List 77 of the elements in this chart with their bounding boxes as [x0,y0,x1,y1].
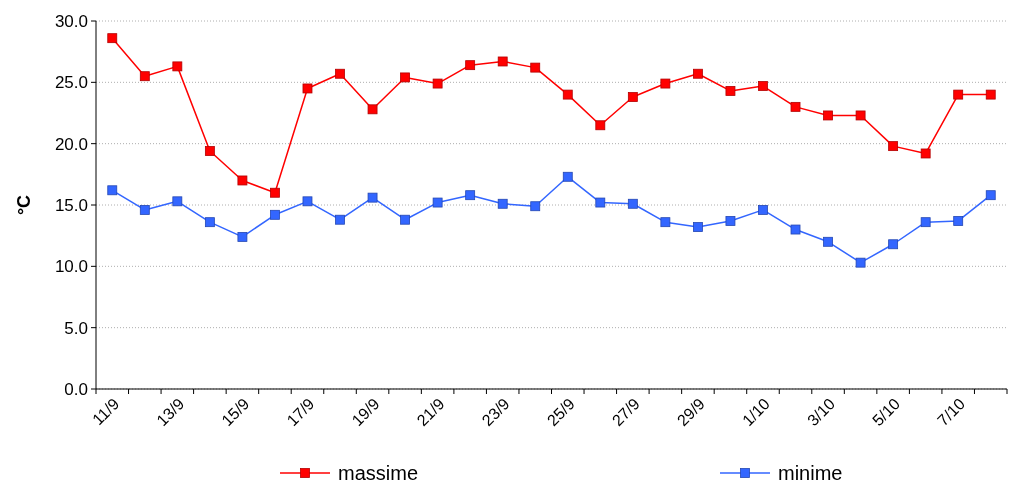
point [920,148,931,159]
point [693,222,703,232]
x-tick-label: 7/10 [934,394,969,430]
point [465,190,476,201]
x-tick-label: 23/9 [478,394,513,430]
point [888,141,899,152]
point [627,92,638,102]
point [758,205,768,215]
point [204,217,215,228]
y-tick-label: 20.0 [54,134,88,154]
y-tick-label: 0.0 [64,379,88,399]
x-tick-label: 5/10 [869,394,904,430]
point [595,197,606,208]
point [107,33,118,44]
point [497,198,508,209]
point [725,86,736,96]
x-tick-label: 13/9 [153,394,188,430]
y-tick-label: 10.0 [54,257,88,277]
x-tick-label: 3/10 [804,394,839,430]
point [985,190,996,201]
point [953,216,964,226]
point [562,171,573,182]
point [335,68,345,79]
point [400,214,410,225]
x-tick-label: 19/9 [348,394,383,430]
point [432,197,443,208]
point [139,205,150,215]
point [302,83,313,94]
point [562,89,573,100]
point [823,236,833,247]
point [270,187,280,198]
point [465,60,476,71]
point [237,231,248,242]
y-tick-label: 5.0 [64,318,88,338]
point [172,61,183,72]
point [693,68,703,79]
point [953,89,964,100]
point [920,217,931,228]
x-tick-label: 11/9 [89,394,123,429]
y-tick-label: 25.0 [54,73,88,93]
point [530,201,541,212]
point [139,71,150,82]
point [790,101,801,112]
point [627,198,638,209]
x-tick-label: 1/10 [738,394,774,430]
point [595,120,606,131]
x-tick-label: 17/9 [283,394,318,430]
point [985,89,996,100]
point [270,209,280,220]
point [758,81,768,91]
point [660,78,671,89]
point [790,224,801,235]
point [237,175,248,186]
point [335,214,345,225]
legend-label: massime [338,462,419,484]
point [432,78,443,89]
legend-label: minime [778,462,843,484]
point [302,196,313,207]
y-tick-label: 30.0 [54,11,88,31]
point [107,185,118,196]
point [367,104,378,115]
x-tick-label: 21/9 [413,394,448,430]
point [530,62,541,73]
y-axis-title: °C [14,194,34,216]
point [855,257,866,268]
point [367,192,378,203]
point [204,146,215,156]
point [660,217,671,228]
point [172,196,183,207]
point [823,110,833,121]
y-tick-label: 15.0 [54,195,88,215]
point [855,110,866,121]
x-tick-label: 15/9 [218,394,253,430]
point [497,56,508,67]
point [888,239,899,250]
point [725,216,736,226]
point [400,72,410,83]
